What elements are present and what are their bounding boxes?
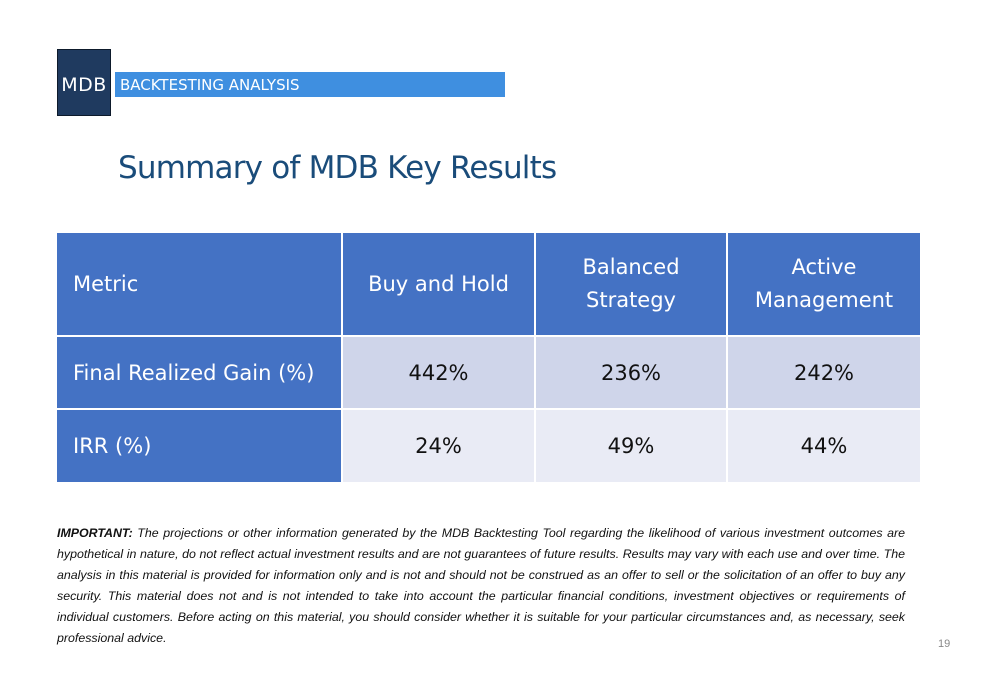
- column-header-buy-and-hold: Buy and Hold: [343, 233, 536, 337]
- cell-gain-buy-and-hold: 442%: [343, 337, 536, 410]
- banner-text: BACKTESTING ANALYSIS: [120, 75, 300, 94]
- disclaimer: IMPORTANT: The projections or other info…: [57, 523, 905, 649]
- section-banner: BACKTESTING ANALYSIS: [115, 72, 505, 97]
- cell-gain-active-management: 242%: [728, 337, 920, 410]
- row-label-final-realized-gain: Final Realized Gain (%): [57, 337, 343, 410]
- column-header-buy-and-hold-line-1: Buy and Hold: [368, 271, 509, 296]
- page-title: Summary of MDB Key Results: [118, 150, 557, 186]
- cell-irr-active-management: 44%: [728, 410, 920, 482]
- column-header-balanced-line-1: Balanced: [582, 255, 680, 280]
- column-header-active-line-2: Management: [754, 288, 894, 312]
- results-table: Metric Buy and Hold Balanced Strategy Ac…: [57, 233, 920, 482]
- page-number: 19: [938, 638, 951, 650]
- table-row-irr: IRR (%) 24% 49% 44%: [57, 410, 920, 482]
- column-header-metric: Metric: [57, 233, 343, 337]
- row-label-irr: IRR (%): [57, 410, 343, 482]
- disclaimer-label: IMPORTANT:: [57, 526, 133, 540]
- cell-irr-balanced-strategy: 49%: [536, 410, 728, 482]
- mdb-logo: MDB: [57, 49, 111, 116]
- logo-text: MDB: [61, 74, 107, 96]
- column-header-active-management: Active Management: [728, 233, 920, 337]
- table-row-final-realized-gain: Final Realized Gain (%) 442% 236% 242%: [57, 337, 920, 410]
- column-header-active-line-1: Active: [791, 255, 857, 280]
- table-header-row: Metric Buy and Hold Balanced Strategy Ac…: [57, 233, 920, 337]
- cell-gain-balanced-strategy: 236%: [536, 337, 728, 410]
- column-header-balanced-line-2: Strategy: [586, 288, 676, 312]
- column-header-metric-line-1: Metric: [73, 271, 139, 296]
- disclaimer-text: The projections or other information gen…: [57, 526, 906, 645]
- column-header-balanced-strategy: Balanced Strategy: [536, 233, 728, 337]
- cell-irr-buy-and-hold: 24%: [343, 410, 536, 482]
